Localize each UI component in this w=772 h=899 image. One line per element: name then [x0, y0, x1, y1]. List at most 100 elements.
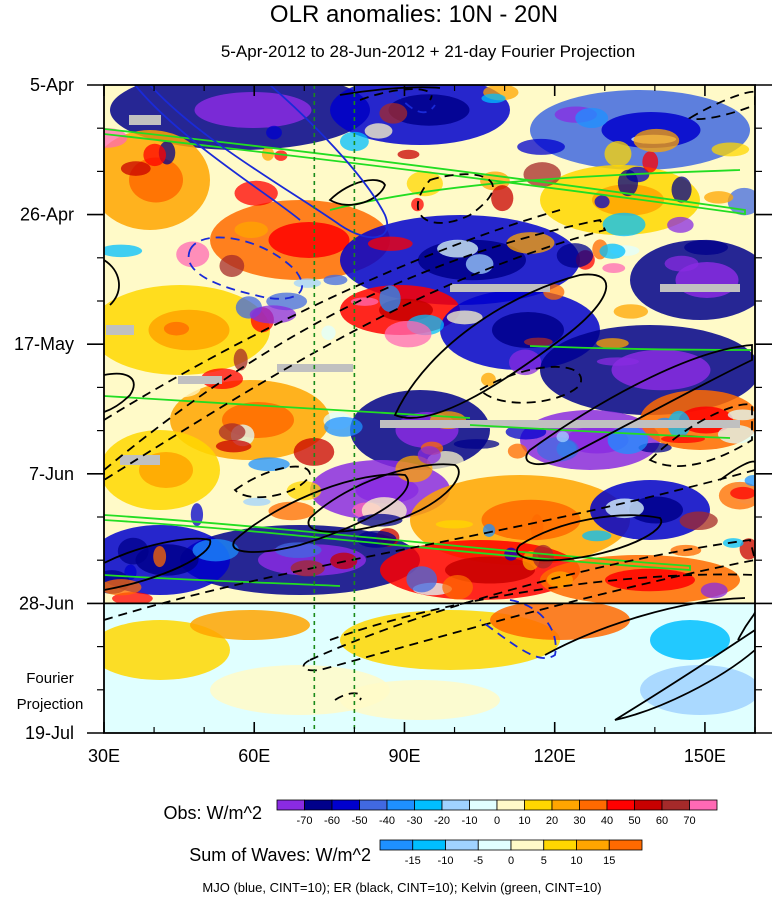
obs-anomaly-speck [602, 263, 626, 273]
projection-anomaly-field [104, 603, 755, 720]
er-contour-positive [104, 259, 120, 306]
kelvin-contour [469, 424, 731, 439]
obs-anomaly-speck [481, 93, 506, 104]
er-contour-negative [478, 365, 582, 404]
obs-anomaly-field [104, 85, 755, 603]
obs-anomaly-speck [684, 239, 729, 255]
obs-anomaly-speck [350, 297, 379, 306]
obs-anomaly-core [194, 92, 312, 128]
obs-anomaly-speck [727, 409, 755, 421]
obs-anomaly-speck [517, 138, 565, 155]
obs-anomaly-speck [324, 416, 363, 437]
er-contour-negative [104, 218, 607, 482]
obs-anomaly-speck [176, 241, 210, 268]
colorbar-level-label: 0 [508, 855, 514, 867]
obs-anomaly-speck [596, 357, 640, 366]
obs-anomaly-speck [321, 325, 336, 340]
obs-anomaly-speck [491, 185, 514, 212]
projection-anomaly-region [340, 680, 500, 720]
plot-frame [103, 84, 756, 734]
colorbar-swatch [359, 799, 388, 811]
obs-anomaly-speck [104, 244, 143, 258]
mjo-contour-positive [134, 85, 301, 221]
obs-anomaly-speck [274, 150, 288, 161]
kelvin-contours [104, 128, 753, 587]
er-contour-positive [232, 473, 409, 553]
er-contour-negative [104, 209, 561, 421]
obs-anomaly-speck [602, 212, 646, 237]
obs-anomaly-speck [556, 243, 594, 268]
obs-anomaly-speck [605, 498, 644, 519]
er-contour-positive [544, 597, 746, 656]
obs-anomaly-speck [509, 349, 542, 376]
obs-anomaly-speck [661, 459, 702, 479]
chart-subtitle: 5-Apr-2012 to 28-Jun-2012 + 21-day Fouri… [221, 42, 635, 61]
obs-anomaly-speck [293, 437, 335, 466]
colorbar-swatch [551, 799, 580, 811]
obs-anomaly-speck [266, 125, 282, 140]
obs-anomaly-speck [671, 176, 692, 203]
obs-anomaly-speck [249, 305, 297, 324]
obs-anomaly-speck [160, 380, 201, 398]
obs-anomaly-speck [417, 446, 441, 465]
obs-anomaly-speck [613, 304, 649, 319]
colorbar-level-label: 20 [546, 815, 558, 827]
obs-anomaly-speck [617, 169, 638, 197]
obs-anomaly-speck [638, 442, 672, 453]
obs-anomaly-speck [163, 321, 190, 336]
obs-anomaly-speck [437, 239, 479, 258]
colorbar-swatch [379, 839, 414, 851]
colorbar-level-label: -10 [462, 815, 478, 827]
obs-anomaly-speck [532, 544, 554, 569]
y-tick-label: 5-Apr [30, 75, 74, 95]
er-contour-positive [516, 514, 663, 562]
obs-anomaly-speck [384, 320, 432, 348]
plot-area [104, 85, 755, 733]
y-tick-label: 28-Jun [19, 593, 74, 613]
colorbar-level-label: -5 [473, 855, 483, 867]
projection-label-line1: Fourier [26, 670, 74, 687]
obs-anomaly-speck [700, 582, 728, 599]
obs-anomaly-speck [446, 310, 483, 325]
projection-anomaly-region [190, 610, 310, 640]
obs-anomaly-speck [730, 486, 755, 500]
colorbar-level-label: 70 [683, 815, 695, 827]
obs-anomaly-speck [286, 481, 322, 501]
colorbar-swatch [414, 799, 443, 811]
colorbar-swatch [634, 799, 663, 811]
obs-anomaly-core [605, 568, 695, 592]
obs-anomaly-speck [379, 103, 408, 124]
kelvin-contour [104, 514, 691, 571]
obs-anomaly-speck [367, 236, 413, 251]
obs-anomaly-speck [248, 457, 290, 472]
mjo-contour-positive [149, 85, 388, 239]
obs-anomaly-speck [711, 142, 750, 157]
obs-anomaly-speck [481, 372, 496, 387]
obs-anomaly-core [611, 349, 711, 391]
obs-anomaly-speck [234, 221, 268, 238]
obs-anomaly-speck [397, 149, 420, 160]
colorbar-swatch [304, 799, 333, 811]
obs-anomaly-core [388, 94, 470, 126]
mjo-contour-negative [187, 236, 303, 300]
obs-anomaly-speck [275, 542, 322, 558]
obs-anomaly-core [135, 544, 199, 576]
missing-data-patch [178, 376, 222, 384]
colorbar-level-label: -60 [324, 815, 340, 827]
mjo-contour-negative [479, 599, 557, 659]
projection-anomaly-region [490, 603, 630, 640]
colorbar-swatch [477, 839, 512, 851]
obs-anomaly-speck [293, 278, 322, 288]
projection-label-line2: Projection [17, 696, 84, 713]
mjo-contour-negative [394, 91, 436, 114]
er-contour-negative [329, 573, 755, 641]
obs-anomaly-speck [364, 123, 393, 139]
obs-anomaly-core [629, 496, 683, 524]
colorbar-swatch [606, 799, 635, 811]
er-contour-positive [104, 537, 211, 591]
obs-anomaly-speck [582, 530, 612, 542]
er-contour-positive [525, 344, 753, 465]
obs-anomaly-speck [599, 243, 626, 259]
colorbar-swatch [496, 799, 525, 811]
kelvin-contour [104, 128, 746, 216]
